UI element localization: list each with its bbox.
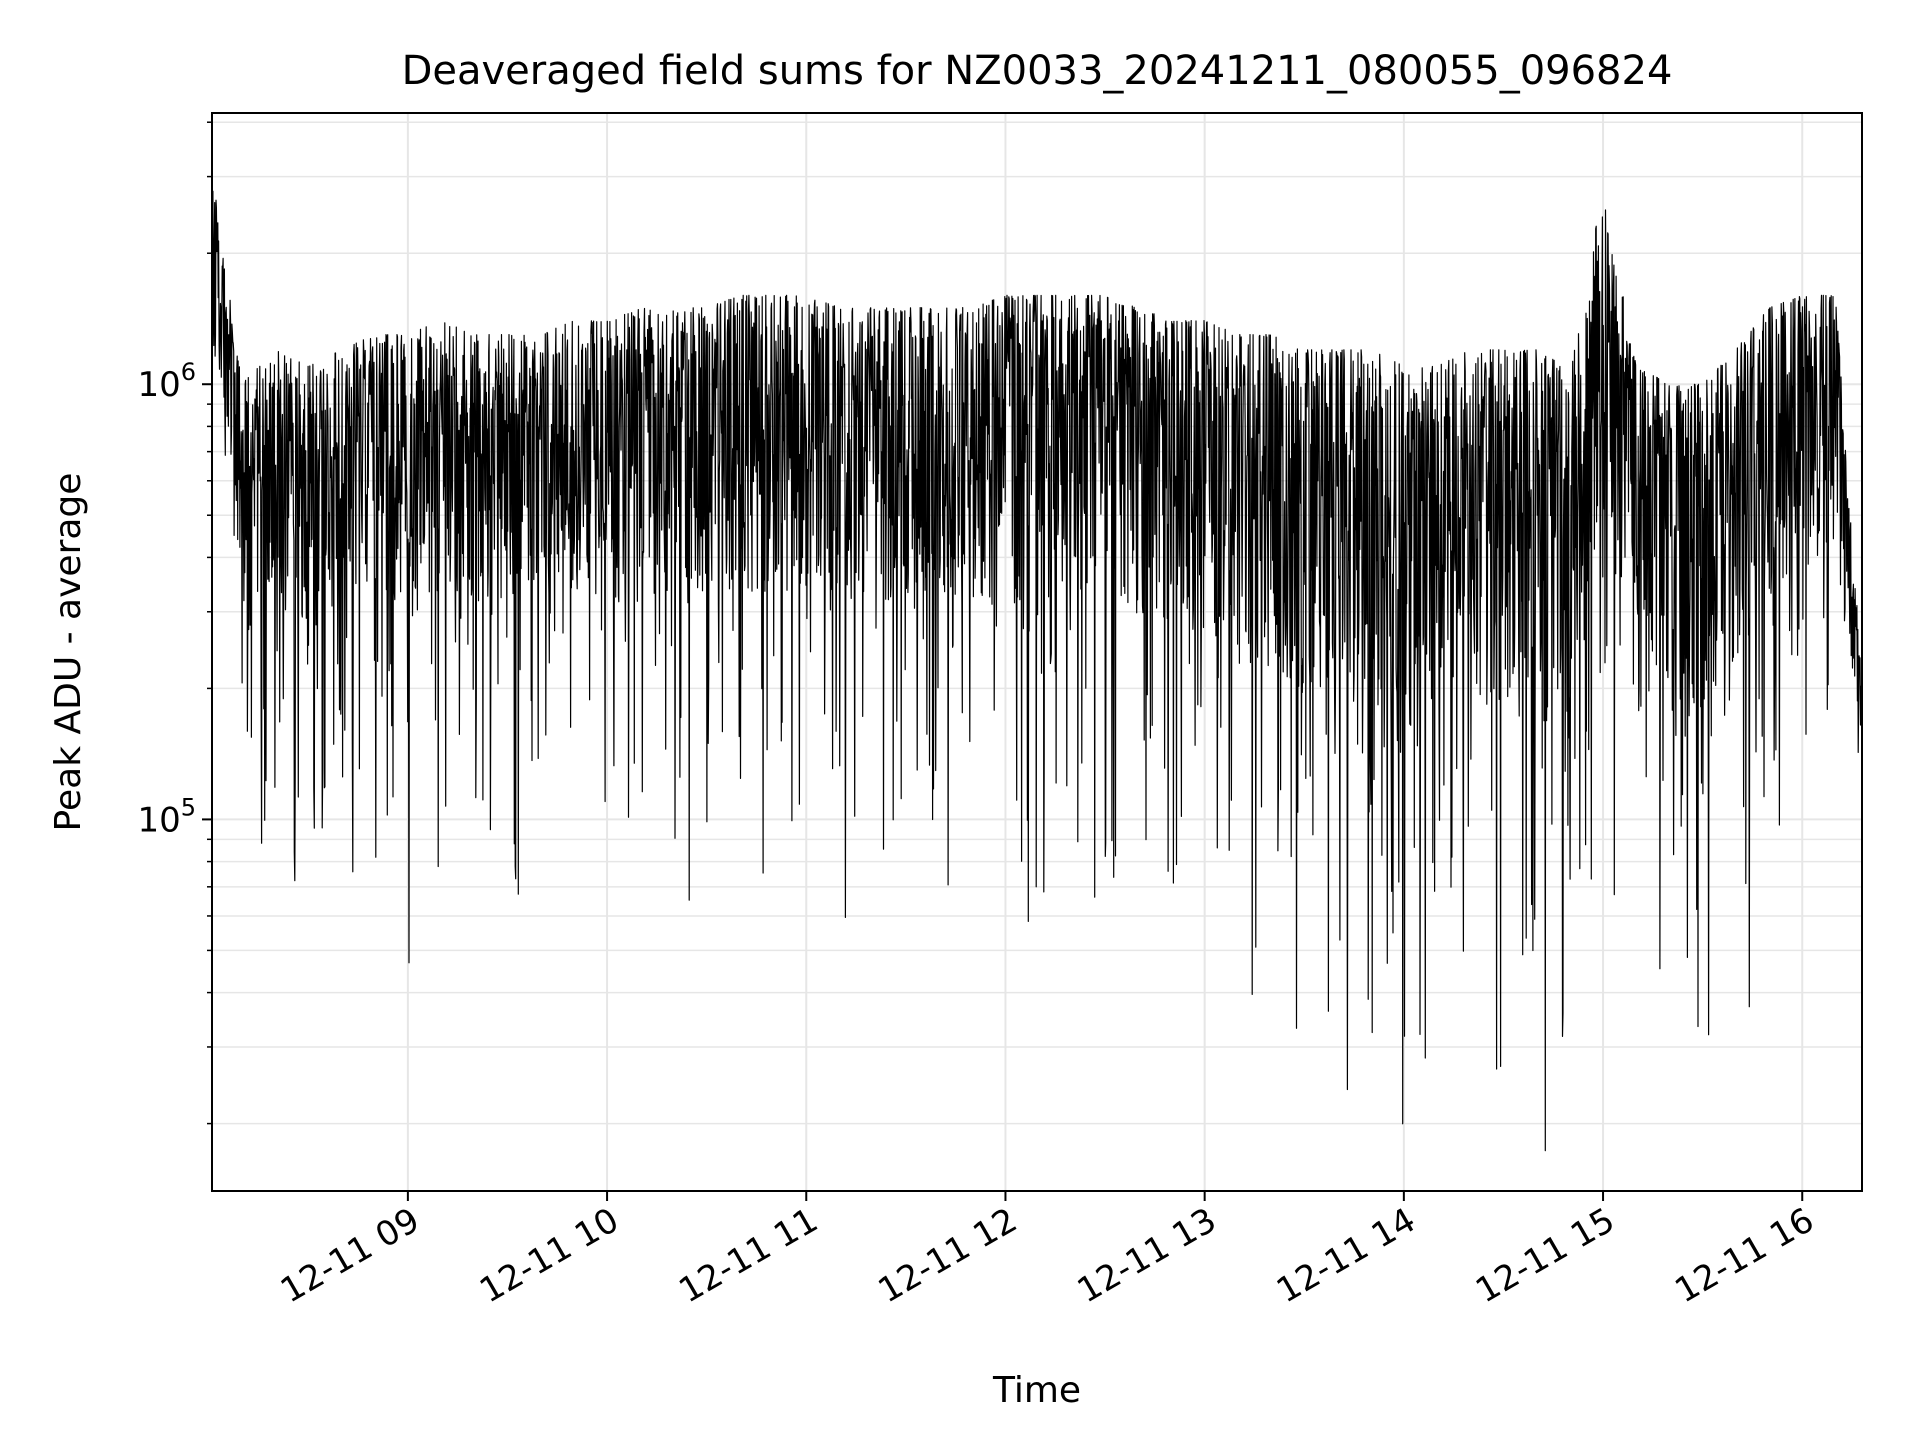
chart-title: Deaveraged field sums for NZ0033_2024121… [402, 48, 1673, 94]
series-line [211, 190, 1863, 1152]
x-axis-label: Time [992, 1370, 1081, 1411]
y-tick-label: 106 [137, 358, 196, 405]
series-layer [211, 190, 1863, 1152]
y-axis-label: Peak ADU - average [48, 473, 89, 832]
plot-frame [211, 112, 1863, 1192]
y-tick-label: 105 [137, 793, 196, 840]
y-axis: 105 106 [137, 121, 212, 1125]
